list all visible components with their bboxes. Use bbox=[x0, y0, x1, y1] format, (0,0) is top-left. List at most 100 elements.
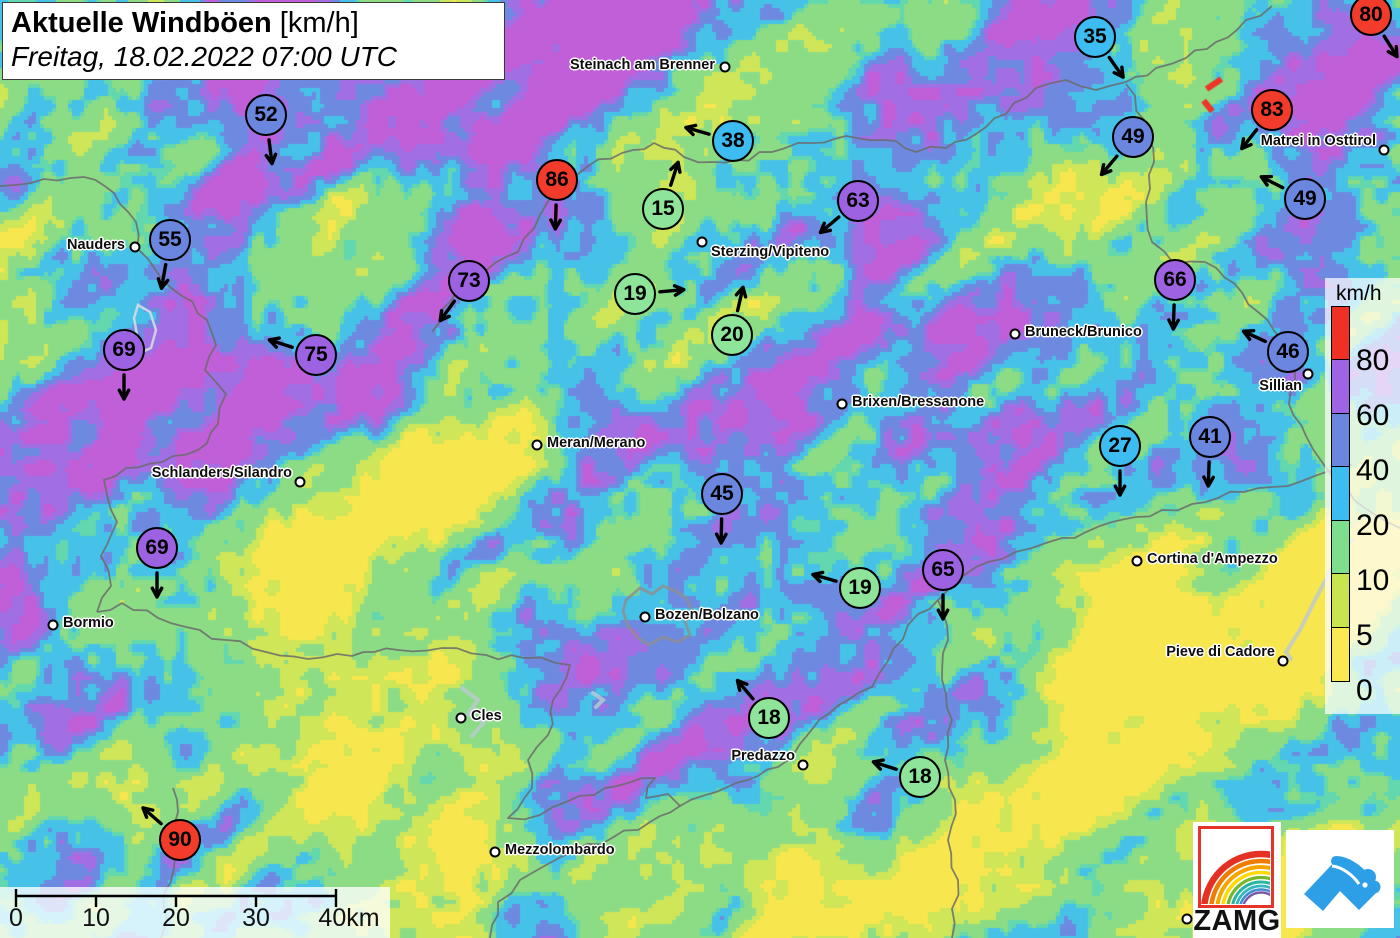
glacier-outline bbox=[132, 303, 158, 354]
wind-direction-arrow bbox=[267, 336, 294, 349]
place-label: Matrei in Osttirol bbox=[1260, 133, 1376, 149]
wind-gust-marker: 15 bbox=[642, 188, 684, 230]
wind-gust-marker: 38 bbox=[712, 120, 754, 162]
wind-direction-arrow bbox=[669, 160, 682, 187]
wind-gust-marker: 69 bbox=[103, 329, 145, 371]
place-label: Meran/Merano bbox=[547, 435, 646, 451]
scalebar-tick-label: 0 bbox=[9, 904, 23, 932]
wind-gust-marker: 45 bbox=[701, 473, 743, 515]
zamg-rainbow-arc bbox=[1221, 870, 1271, 905]
map-extras bbox=[132, 303, 694, 647]
legend-color-stop bbox=[1331, 412, 1350, 468]
wind-direction-arrow bbox=[150, 571, 164, 599]
wind-direction-arrow bbox=[734, 285, 748, 313]
legend-color-stop bbox=[1331, 519, 1350, 575]
wind-gust-marker: 90 bbox=[159, 819, 201, 861]
place-dot bbox=[696, 236, 708, 248]
wind-gust-marker: 73 bbox=[448, 260, 490, 302]
wind-gust-marker: 19 bbox=[839, 567, 881, 609]
place-label: Cortina d'Ampezzo bbox=[1147, 551, 1278, 567]
unlabeled-place-dot bbox=[1181, 913, 1193, 925]
legend-color-stop bbox=[1331, 626, 1350, 682]
river-line bbox=[591, 691, 607, 709]
border-line bbox=[0, 176, 227, 613]
wind-direction-arrow bbox=[1382, 34, 1399, 59]
wind-direction-arrow bbox=[818, 215, 841, 235]
wind-direction-arrow bbox=[658, 284, 686, 297]
place-dot bbox=[455, 712, 467, 724]
legend-tick-label: 0 bbox=[1356, 674, 1373, 707]
place-dot bbox=[489, 846, 501, 858]
wind-gust-marker: 69 bbox=[136, 527, 178, 569]
zamg-rainbow-arc bbox=[1239, 888, 1271, 905]
wind-gust-marker: 83 bbox=[1251, 89, 1293, 131]
place-label: Sterzing/Vipiteno bbox=[711, 244, 830, 260]
wind-direction-arrow bbox=[936, 593, 950, 621]
wind-gust-marker: 55 bbox=[149, 219, 191, 261]
scalebar-tick-label: 10 bbox=[82, 904, 110, 932]
wind-gust-marker: 63 bbox=[837, 180, 879, 222]
legend-color-stop bbox=[1331, 305, 1350, 361]
scale-bar-ruler bbox=[14, 889, 338, 907]
wind-gust-marker: 49 bbox=[1284, 178, 1326, 220]
legend-color-bar bbox=[1331, 305, 1350, 682]
wind-direction-arrows bbox=[117, 34, 1399, 826]
border-line bbox=[937, 599, 960, 938]
border-line bbox=[96, 602, 681, 938]
zamg-rainbow-arc bbox=[1215, 865, 1271, 905]
place-label: Sillian bbox=[1259, 378, 1302, 394]
legend-color-stop bbox=[1331, 466, 1350, 521]
place-dot bbox=[719, 61, 731, 73]
wind-direction-arrow bbox=[438, 299, 456, 323]
place-dot bbox=[797, 759, 809, 771]
color-legend: km/h 80 60 40 20 10 5 0 bbox=[1325, 278, 1400, 714]
place-label: Predazzo bbox=[731, 748, 795, 764]
weather-service-logo bbox=[1286, 830, 1394, 928]
wind-direction-arrow bbox=[1241, 329, 1267, 344]
wind-gust-marker: 86 bbox=[536, 159, 578, 201]
legend-tick-label: 5 bbox=[1356, 619, 1373, 652]
place-dot bbox=[129, 241, 141, 253]
wind-gust-marker: 52 bbox=[245, 94, 287, 136]
zamg-rainbow-arc bbox=[1242, 891, 1271, 905]
border-line bbox=[679, 463, 1353, 807]
title-box: Aktuelle Windböen [km/h] Freitag, 18.02.… bbox=[2, 2, 505, 80]
border-line bbox=[431, 5, 1273, 333]
place-dot bbox=[1131, 555, 1143, 567]
wind-direction-arrow bbox=[141, 806, 163, 826]
wind-direction-arrow bbox=[1240, 127, 1259, 151]
scale-bar: 0 10 20 30 40km bbox=[0, 887, 390, 938]
map-title: Aktuelle Windböen [km/h] bbox=[11, 6, 492, 41]
place-dot bbox=[294, 476, 306, 488]
wind-direction-arrow bbox=[1107, 55, 1125, 79]
wind-direction-arrow bbox=[264, 138, 278, 166]
zamg-rainbow-arc bbox=[1231, 880, 1271, 905]
zamg-rainbow-arc bbox=[1226, 875, 1271, 905]
place-dot bbox=[1277, 655, 1289, 667]
bozen-city-boundary bbox=[621, 584, 694, 647]
place-dot bbox=[836, 398, 848, 410]
place-dot bbox=[1302, 368, 1314, 380]
border-lines bbox=[0, 5, 1400, 938]
legend-tick-label: 20 bbox=[1356, 509, 1390, 542]
wind-gust-marker: 41 bbox=[1189, 416, 1231, 458]
place-label: Mezzolombardo bbox=[505, 842, 615, 858]
wind-gust-marker: 20 bbox=[711, 314, 753, 356]
wind-gust-marker: 27 bbox=[1099, 425, 1141, 467]
scalebar-tick-label: 40km bbox=[318, 904, 380, 932]
wind-gust-marker: 18 bbox=[899, 756, 941, 798]
place-dot bbox=[47, 619, 59, 631]
place-dot bbox=[531, 439, 543, 451]
wind-gust-marker: 80 bbox=[1350, 0, 1392, 36]
wind-direction-arrow bbox=[811, 570, 838, 584]
place-dot bbox=[1009, 328, 1021, 340]
wind-direction-arrow bbox=[714, 517, 728, 545]
place-label: Nauders bbox=[66, 237, 125, 253]
place-dot bbox=[1378, 144, 1390, 156]
legend-color-stop bbox=[1331, 359, 1350, 414]
zamg-rainbow-arc bbox=[1201, 850, 1271, 905]
legend-tick-label: 60 bbox=[1356, 399, 1390, 432]
place-label: Cles bbox=[471, 708, 502, 724]
wind-gust-marker: 46 bbox=[1267, 331, 1309, 373]
